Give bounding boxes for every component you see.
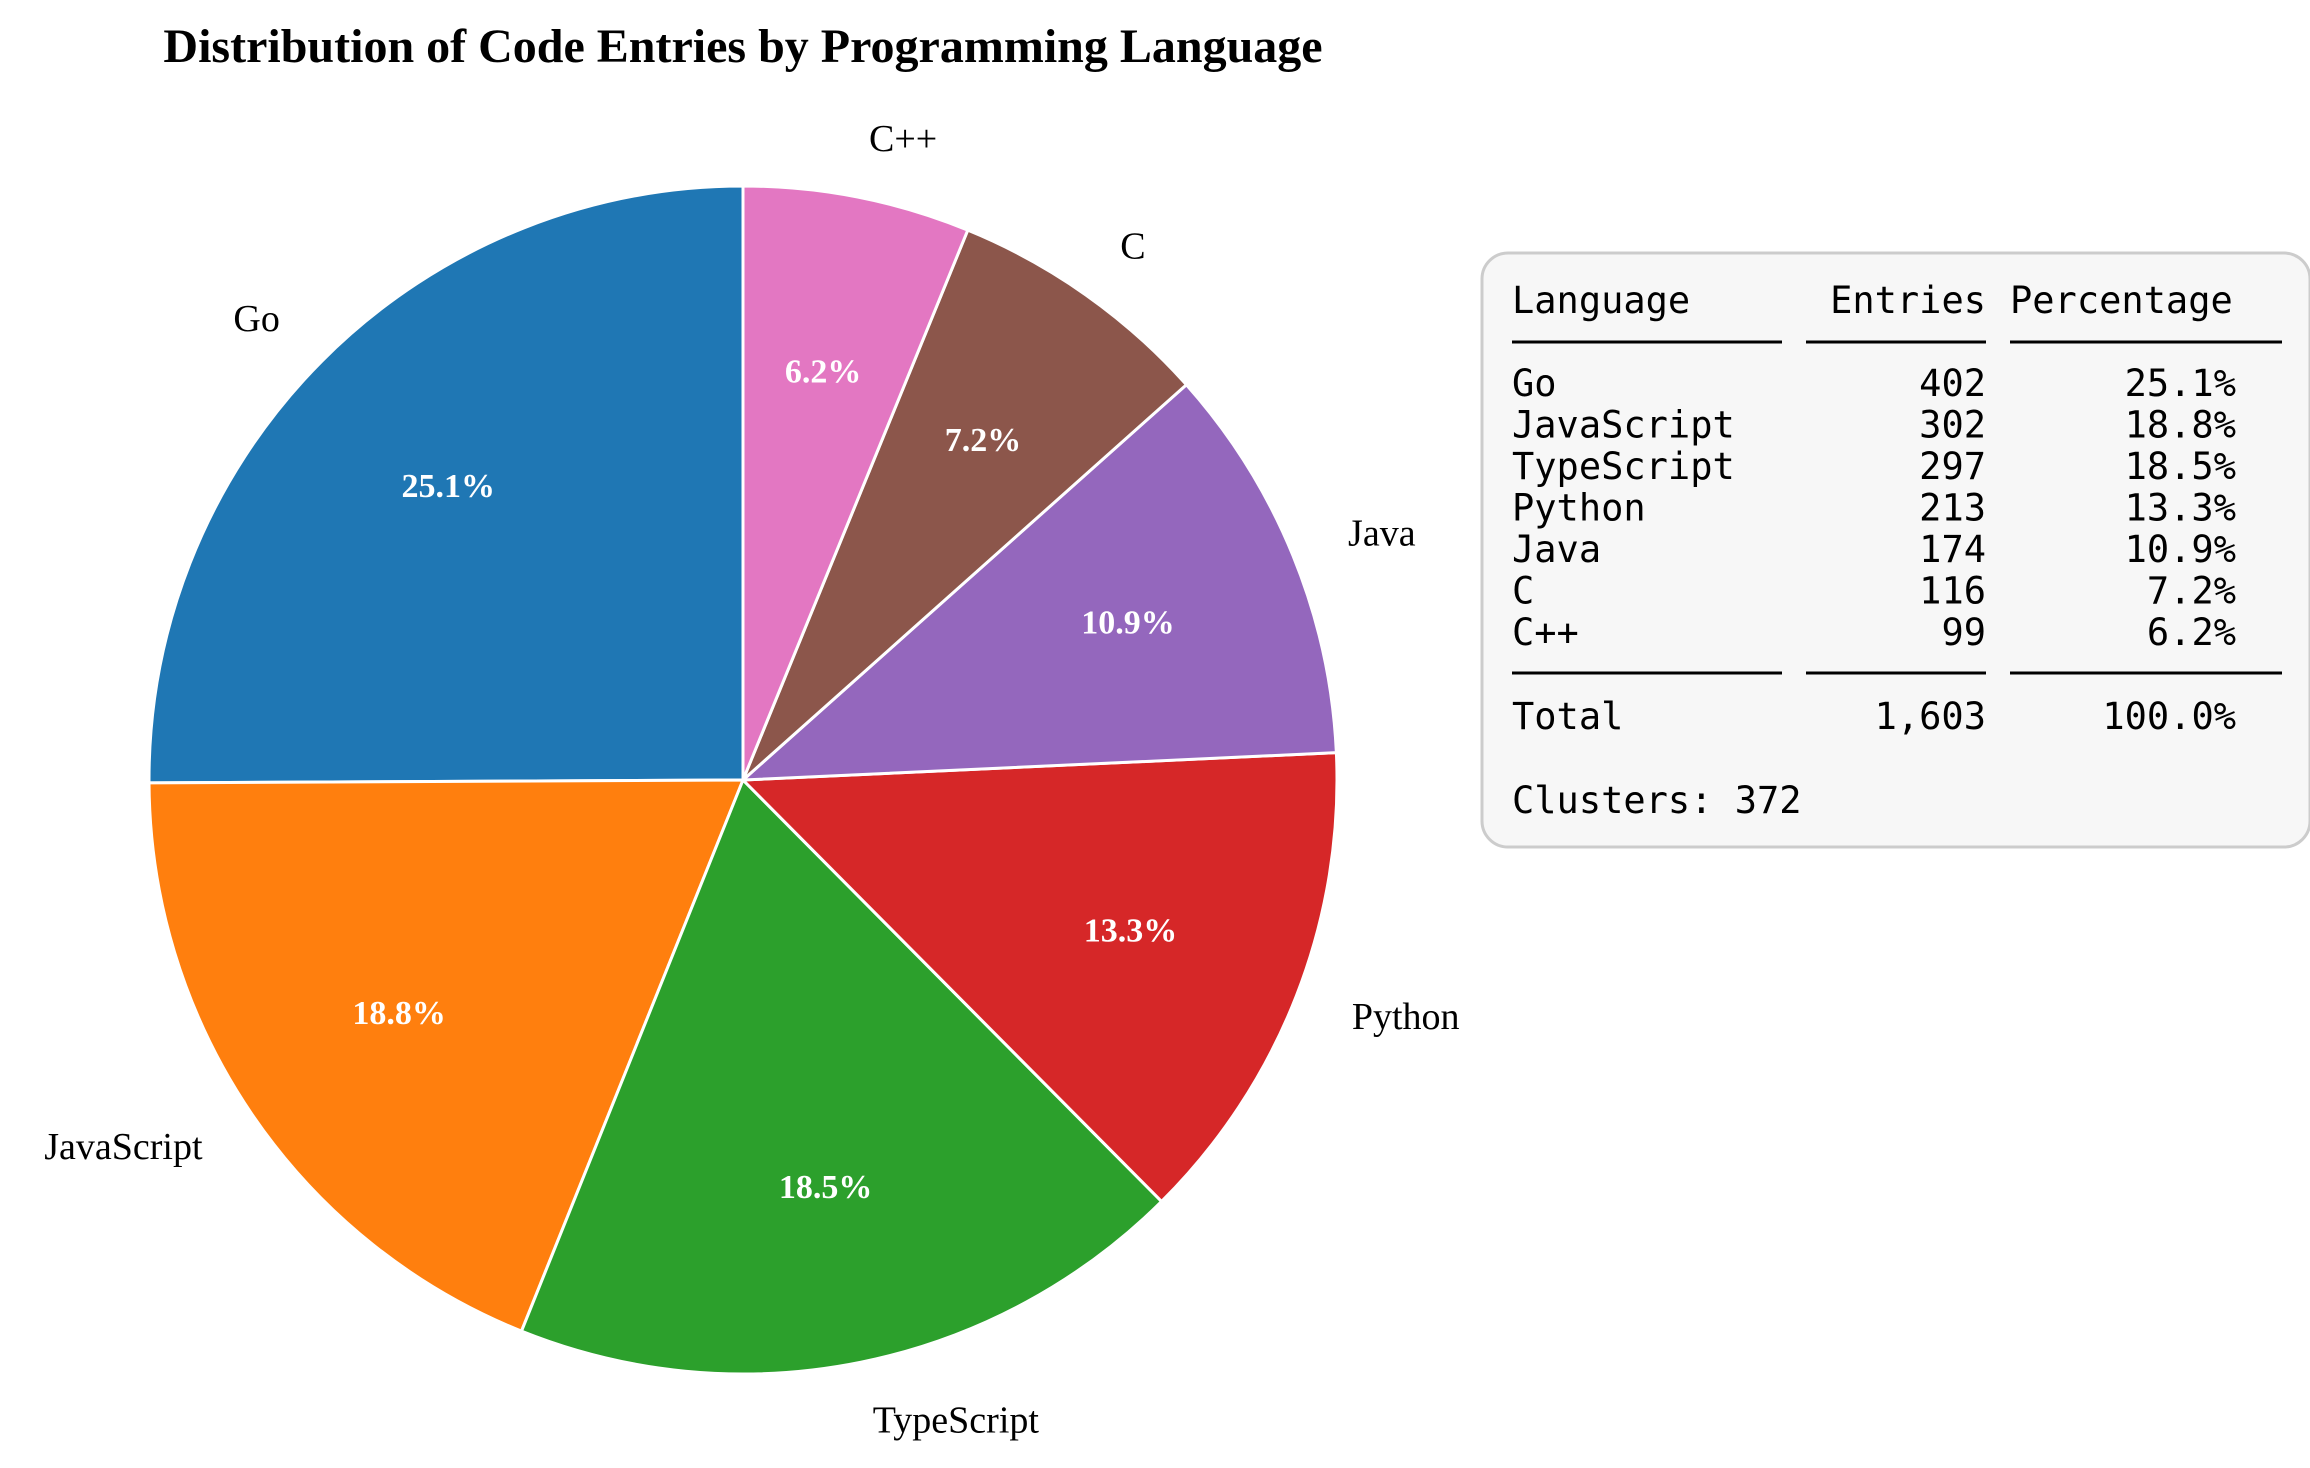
table-cell-entries-javascript: 302 [1919, 404, 1986, 447]
slice-label-java: Java [1348, 512, 1416, 554]
table-cell-entries-typescript: 297 [1919, 445, 1986, 488]
slice-percent-go: 25.1% [402, 468, 496, 505]
table-cell-percentage-javascript: 18.8% [2125, 404, 2236, 447]
summary-table-background [1480, 251, 2310, 849]
table-cell-language-python: Python [1512, 487, 1646, 530]
pie-slice-java [741, 383, 1338, 782]
pie-percent-labels: 25.1% 18.8% 18.5% 13.3% 10.9% 7.2% 6.2% [352, 354, 1177, 1207]
table-cell-language-java: Java [1512, 528, 1601, 571]
table-cell-percentage-go: 25.1% [2125, 362, 2236, 405]
pie-slices [147, 184, 1339, 1376]
summary-table: Language Entries Percentage Go 402 25.1% Ja… [1480, 251, 2310, 849]
table-cell-language-typescript: TypeScript [1512, 445, 1735, 488]
table-cell-entries-go: 402 [1919, 362, 1986, 405]
table-cell-percentage-cplusplus: 6.2% [2147, 611, 2236, 654]
slice-label-python: Python [1352, 996, 1460, 1038]
table-cell-entries-c: 116 [1919, 570, 1986, 613]
slice-label-javascript: JavaScript [44, 1126, 203, 1168]
table-cell-entries-python: 213 [1919, 487, 1986, 530]
pie-slice-cplusplus [741, 184, 970, 782]
slice-percent-javascript: 18.8% [352, 995, 446, 1032]
table-cell-percentage-typescript: 18.5% [2125, 445, 2236, 488]
table-cell-entries-cplusplus: 99 [1941, 611, 1986, 654]
pie-slice-typescript [519, 778, 1164, 1376]
table-cell-percentage-c: 7.2% [2147, 570, 2236, 613]
total-percentage: 100.0% [2102, 695, 2236, 738]
table-cell-language-go: Go [1512, 362, 1557, 405]
total-entries: 1,603 [1875, 695, 1986, 738]
total-label: Total [1512, 695, 1623, 738]
table-header-entries: Entries [1830, 279, 1986, 322]
slice-percent-c: 7.2% [945, 422, 1022, 459]
pie-slice-javascript [147, 778, 745, 1333]
pie-outer-labels: Go JavaScript TypeScript Python Java C C++ [44, 118, 1459, 1442]
table-rows: Go 402 25.1% JavaScript 302 18.8% TypeScript 29… [1512, 362, 2236, 654]
pie-slice-c [741, 228, 1188, 782]
table-cell-entries-java: 174 [1919, 528, 1986, 571]
chart-title: Distribution of Code Entries by Programm… [163, 20, 1322, 73]
table-cell-percentage-python: 13.3% [2125, 487, 2236, 530]
table-header-language: Language [1512, 279, 1690, 322]
clusters-count: Clusters: 372 [1512, 779, 1802, 822]
slice-percent-java: 10.9% [1081, 605, 1175, 642]
pie-slice-python [741, 751, 1339, 1203]
slice-label-c: C [1120, 225, 1145, 267]
table-cell-language-c: C [1512, 570, 1534, 613]
slice-percent-cplusplus: 6.2% [785, 354, 862, 391]
table-cell-language-javascript: JavaScript [1512, 404, 1735, 447]
table-cell-percentage-java: 10.9% [2125, 528, 2236, 571]
slice-label-go: Go [233, 298, 279, 340]
table-cell-language-cplusplus: C++ [1512, 611, 1579, 654]
slice-percent-python: 13.3% [1084, 912, 1178, 949]
table-header-percentage: Percentage [2010, 279, 2233, 322]
slice-label-typescript: TypeScript [873, 1399, 1040, 1441]
slice-percent-typescript: 18.5% [779, 1169, 873, 1206]
pie-slice-go [147, 184, 745, 785]
slice-label-cplusplus: C++ [869, 118, 937, 160]
